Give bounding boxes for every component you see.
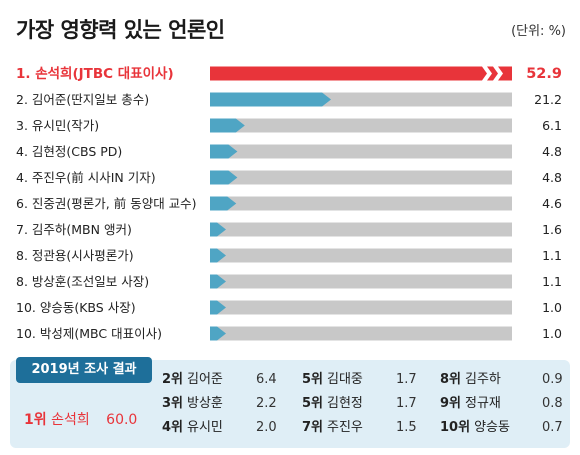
bar-track — [210, 326, 512, 341]
value-label: 4.8 — [542, 170, 562, 185]
results-2019-badge: 2019년 조사 결과 — [16, 357, 152, 383]
value-label: 6.1 — [542, 118, 562, 133]
value-label: 4.6 — [542, 196, 562, 211]
bar — [210, 170, 238, 185]
result-row: 8위 김주하 0.9 — [440, 368, 563, 392]
result-row: 4위 유시민 2.0 — [162, 416, 277, 440]
value-label: 52.9 — [526, 66, 562, 82]
bar-track — [210, 248, 512, 263]
result-rank: 10위 — [440, 420, 471, 435]
value-label: 1.1 — [542, 248, 562, 263]
result-score: 0.7 — [542, 420, 563, 435]
category-label: 6. 진중권(평론가, 前 동양대 교수) — [16, 196, 197, 211]
bar — [210, 300, 226, 315]
bar-chevron-stripe — [493, 66, 503, 81]
bar — [210, 118, 245, 133]
result-score: 1.5 — [396, 420, 417, 435]
bar-track — [210, 118, 512, 133]
results-column-3: 8위 김주하 0.9 9위 정규재 0.8 10위 양승동 0.7 — [440, 368, 563, 440]
category-label: 1. 손석희(JTBC 대표이사) — [16, 65, 174, 82]
bar-track — [210, 170, 512, 185]
bar — [210, 196, 237, 211]
category-label: 10. 양승동(KBS 사장) — [16, 300, 136, 315]
results-2019-winner: 1위 손석희 60.0 — [24, 409, 137, 429]
winner-score: 60.0 — [106, 412, 138, 428]
winner-rank: 1위 — [24, 412, 47, 428]
bar-track — [210, 196, 512, 211]
result-rank: 2위 — [162, 372, 184, 387]
value-label: 1.6 — [542, 222, 562, 237]
result-name: 김주하 — [465, 372, 501, 387]
result-name: 양승동 — [474, 420, 510, 435]
result-score: 0.9 — [542, 372, 563, 387]
bar — [210, 92, 332, 107]
result-name: 유시민 — [187, 420, 223, 435]
results-column-1: 2위 김어준 6.4 3위 방상훈 2.2 4위 유시민 2.0 — [162, 368, 277, 440]
result-rank: 9위 — [440, 396, 462, 411]
bar-chart: 1. 손석희(JTBC 대표이사) 52.9 2. 김어준(딴지일보 총수) 21.2… — [16, 65, 562, 341]
category-label: 4. 김현정(CBS PD) — [16, 144, 122, 159]
result-score: 1.7 — [396, 396, 417, 411]
result-name: 김어준 — [187, 372, 223, 387]
value-label: 1.1 — [542, 274, 562, 289]
results-column-2: 5위 김대중 1.7 5위 김현정 1.7 7위 주진우 1.5 — [302, 368, 417, 440]
category-label: 10. 박성제(MBC 대표이사) — [16, 326, 162, 341]
result-name: 방상훈 — [187, 396, 223, 411]
result-rank: 5위 — [302, 396, 324, 411]
category-label: 8. 방상훈(조선일보 사장) — [16, 274, 149, 289]
result-row: 3위 방상훈 2.2 — [162, 392, 277, 416]
result-row: 10위 양승동 0.7 — [440, 416, 563, 440]
result-rank: 8위 — [440, 372, 462, 387]
bar-track — [210, 274, 512, 289]
result-rank: 4위 — [162, 420, 184, 435]
result-row: 5위 김대중 1.7 — [302, 368, 417, 392]
result-rank: 3위 — [162, 396, 184, 411]
bar-highlight — [210, 66, 512, 81]
bar — [210, 222, 226, 237]
result-score: 0.8 — [542, 396, 563, 411]
result-name: 정규재 — [465, 396, 501, 411]
chart-title: 가장 영향력 있는 언론인 — [16, 18, 225, 42]
bar-track — [210, 144, 512, 159]
bar-track — [210, 300, 512, 315]
category-label: 2. 김어준(딴지일보 총수) — [16, 92, 149, 107]
bar — [210, 144, 238, 159]
result-name: 주진우 — [327, 420, 363, 435]
result-name: 김현정 — [327, 396, 363, 411]
category-label: 3. 유시민(작가) — [16, 118, 99, 133]
result-score: 6.4 — [256, 372, 277, 387]
result-score: 1.7 — [396, 372, 417, 387]
value-label: 1.0 — [542, 300, 562, 315]
value-label: 4.8 — [542, 144, 562, 159]
value-label: 21.2 — [534, 92, 562, 107]
results-2019-panel: 2019년 조사 결과 1위 손석희 60.0 2위 김어준 6.4 3위 방상훈 2.… — [10, 357, 570, 448]
result-row: 5위 김현정 1.7 — [302, 392, 417, 416]
result-rank: 7위 — [302, 420, 324, 435]
result-row: 9위 정규재 0.8 — [440, 392, 563, 416]
result-row: 2위 김어준 6.4 — [162, 368, 277, 392]
bar-chevron-stripe — [482, 66, 492, 81]
category-label: 4. 주진우(前 시사IN 기자) — [16, 170, 156, 185]
bar — [210, 274, 226, 289]
category-label: 7. 김주하(MBN 앵커) — [16, 222, 132, 237]
category-label: 8. 정관용(시사평론가) — [16, 248, 134, 263]
result-name: 김대중 — [327, 372, 363, 387]
unit-label: (단위: %) — [511, 24, 566, 39]
result-score: 2.0 — [256, 420, 277, 435]
result-score: 2.2 — [256, 396, 277, 411]
value-label: 1.0 — [542, 326, 562, 341]
bar — [210, 248, 226, 263]
bar — [210, 326, 226, 341]
result-rank: 5위 — [302, 372, 324, 387]
winner-name: 손석희 — [51, 412, 90, 428]
result-row: 7위 주진우 1.5 — [302, 416, 417, 440]
bar-track — [210, 222, 512, 237]
